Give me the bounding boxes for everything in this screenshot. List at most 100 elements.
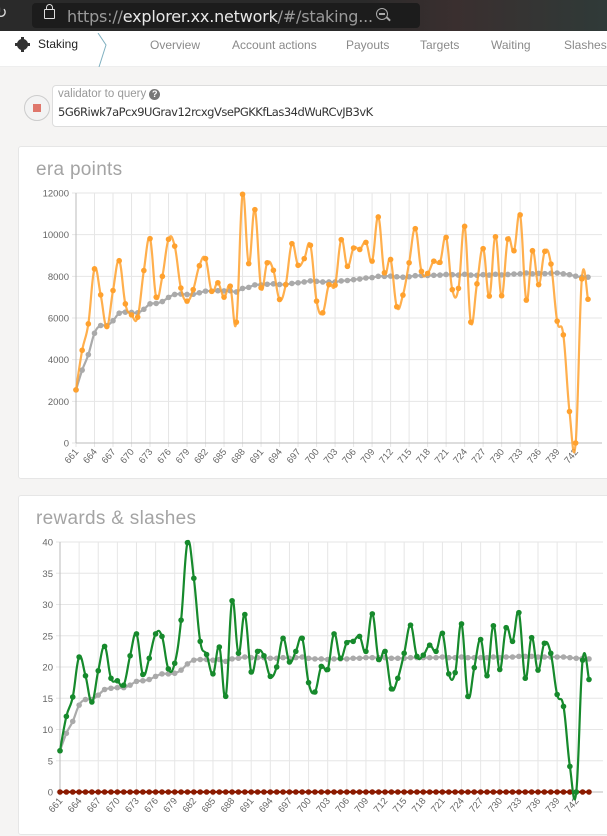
x-tick-label: 742 [563,796,582,815]
data-point [63,730,70,737]
data-point [196,289,203,296]
data-point [215,279,221,286]
data-point [171,291,178,298]
zoom-out-icon[interactable] [376,8,388,20]
data-point [474,281,480,287]
reload-icon[interactable]: ↻ [0,5,8,22]
tab-slashes[interactable]: Slashes [564,38,607,52]
data-point [184,539,191,546]
data-point [171,670,178,677]
data-point [235,655,242,662]
series-line-0 [74,271,589,391]
data-point [267,655,274,662]
x-tick-label: 679 [174,447,193,466]
data-point [280,654,286,661]
x-tick-label: 727 [467,796,486,815]
address-bar[interactable] [32,3,420,28]
data-point [104,323,110,330]
data-point [299,635,305,642]
data-point [511,271,517,277]
x-tick-label: 727 [470,447,489,466]
data-point [312,689,318,695]
data-point [147,235,153,242]
x-tick-label: 715 [391,796,410,815]
data-point [208,288,215,295]
tab-targets[interactable]: Targets [420,38,460,52]
data-point [239,285,246,292]
data-point [197,656,204,663]
data-point [57,747,63,754]
url-text[interactable]: https://explorer.xx.network/#/staking... [67,7,373,26]
data-point [69,718,76,725]
data-point [91,330,98,337]
data-point [363,654,369,661]
data-point [286,659,293,665]
data-point [196,262,203,269]
data-point [133,789,140,795]
data-point [426,642,433,648]
data-point [529,271,536,277]
data-point [147,301,153,307]
x-tick-label: 736 [525,447,544,466]
data-point [76,789,82,795]
y-tick-label: 0 [48,788,53,799]
x-tick-label: 712 [372,796,391,815]
browser-toolbar: ↻ https://explorer.xx.network/#/staking.… [0,0,607,31]
data-point [116,257,122,264]
x-tick-label: 715 [396,447,415,466]
tab-overview[interactable]: Overview [150,38,201,52]
data-point [430,272,437,279]
x-tick-label: 703 [314,796,333,815]
data-point [140,671,146,678]
help-icon[interactable]: ? [149,89,161,100]
data-point [301,255,308,262]
validator-query-input[interactable] [52,85,607,127]
gear-icon [15,39,30,50]
data-point [465,693,471,700]
data-point [369,654,376,661]
data-point [344,656,350,662]
data-point [153,294,159,300]
lock-icon[interactable] [44,4,55,19]
data-point [572,273,579,279]
data-point [407,622,414,628]
data-point [245,260,252,267]
data-point [449,286,456,293]
validator-address-value[interactable]: 5G6Riwk7aPcx9UGrav12rcxgVsePGKKfLas34dWu… [58,105,373,119]
data-point [401,650,407,657]
tab-account-actions[interactable]: Account actions [232,38,317,52]
data-point [344,277,351,284]
data-point [394,789,401,795]
data-point [202,288,209,294]
data-point [356,789,363,795]
x-tick-label: 724 [448,796,467,815]
data-point [338,236,345,243]
tab-payouts[interactable]: Payouts [346,38,390,52]
data-point [490,622,497,629]
data-point [203,651,210,658]
data-point [344,789,350,795]
data-point [337,789,344,795]
data-point [82,696,89,703]
data-point [471,664,478,671]
data-point [89,699,95,705]
data-point [254,789,261,795]
data-point [572,440,579,446]
data-point [535,281,542,288]
tab-waiting[interactable]: Waiting [491,38,531,52]
data-point [542,270,548,277]
data-point [229,789,235,795]
data-point [229,656,235,662]
data-point [110,317,116,324]
data-point [516,609,522,616]
rewards-slashes-title: rewards & slashes [36,508,197,529]
data-point [554,318,560,324]
data-point [331,631,337,637]
data-point [350,789,356,795]
data-point [516,789,522,795]
data-point [295,279,301,286]
data-point [560,703,567,710]
data-point [458,621,465,627]
data-point [264,281,271,288]
data-point [233,319,240,325]
